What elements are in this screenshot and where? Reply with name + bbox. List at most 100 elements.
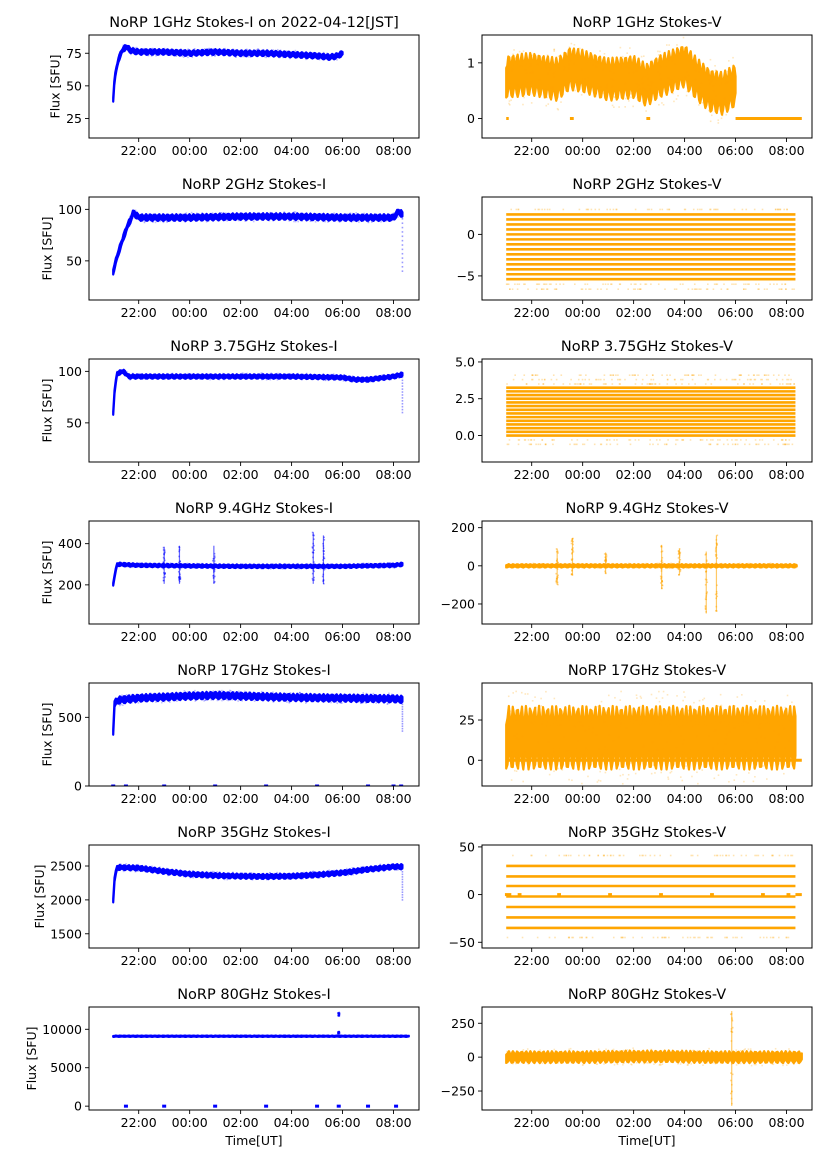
data-point: [153, 216, 156, 218]
data-point: [785, 1050, 788, 1053]
data-point: [311, 871, 314, 873]
data-point: [148, 52, 151, 55]
data-point: [612, 374, 615, 376]
data-point: [357, 377, 359, 380]
data-point: [639, 62, 641, 65]
x-tick-label: 02:00: [223, 143, 259, 158]
data-point: [371, 869, 373, 872]
data-point: [358, 564, 361, 567]
data-point: [401, 727, 404, 730]
data-point: [549, 69, 551, 71]
data-point: [680, 78, 683, 81]
data-point: [650, 564, 652, 566]
data-point: [752, 383, 755, 385]
data-point: [216, 48, 218, 51]
data-point: [211, 877, 214, 880]
data-point: [531, 54, 533, 57]
data-point: [586, 85, 589, 87]
y-tick-label: 50: [66, 253, 82, 268]
data-point: [696, 1052, 699, 1055]
data-point: [161, 871, 164, 874]
data-point: [288, 564, 291, 567]
data-point: [565, 1059, 568, 1061]
data-point: [552, 564, 555, 567]
data-point: [380, 565, 383, 568]
data-point: [186, 49, 189, 51]
data-point: [285, 374, 287, 377]
data-point: [755, 1063, 757, 1066]
data-point: [227, 373, 230, 375]
data-point: [679, 283, 682, 286]
data-point: [667, 88, 670, 91]
data-point: [520, 691, 523, 694]
data-point: [760, 735, 762, 738]
data-point: [279, 873, 282, 876]
data-point: [183, 690, 186, 692]
data-point: [647, 84, 650, 86]
data-point: [651, 60, 654, 62]
data-point: [660, 566, 662, 569]
data-point: [281, 565, 284, 568]
data-point: [681, 378, 684, 381]
data-point: [234, 213, 236, 215]
data-point: [373, 376, 376, 378]
data-point: [204, 699, 206, 701]
y-tick-label: 50: [66, 78, 82, 93]
data-point: [788, 566, 790, 569]
data-point: [324, 220, 326, 223]
data-point: [724, 936, 726, 939]
data-point: [651, 81, 654, 84]
data-point: [365, 702, 368, 704]
data-point: [731, 1026, 734, 1029]
data-point: [226, 877, 229, 880]
data-point: [139, 867, 142, 869]
data-point: [576, 443, 578, 446]
data-point: [708, 74, 711, 76]
data-point: [356, 1036, 359, 1038]
data-point: [204, 374, 207, 377]
data-point: [151, 695, 154, 697]
data-point: [777, 733, 780, 736]
data-point: [116, 1036, 119, 1038]
data-point: [378, 869, 380, 871]
data-point: [609, 1059, 612, 1062]
data-point: [273, 1036, 276, 1038]
data-point: [699, 1051, 702, 1054]
data-point: [122, 701, 124, 703]
data-point: [274, 374, 277, 377]
data-point: [588, 854, 591, 857]
data-point: [370, 376, 373, 379]
data-point: [772, 936, 774, 939]
data-point: [185, 55, 188, 58]
data-point: [156, 374, 159, 377]
data-point: [218, 1034, 221, 1037]
data-point: [237, 873, 239, 876]
data-point: [171, 564, 174, 566]
data-point: [329, 1035, 332, 1038]
data-point: [714, 547, 717, 550]
series-band: [112, 1034, 410, 1038]
data-point: [394, 373, 397, 376]
data-point: [189, 219, 191, 221]
data-point: [169, 1034, 172, 1037]
data-point: [373, 1036, 376, 1038]
data-point: [196, 873, 199, 875]
data-point: [176, 52, 179, 55]
data-point: [369, 378, 372, 381]
data-point: [745, 565, 747, 568]
data-point: [178, 49, 181, 51]
data-point: [594, 1050, 597, 1053]
data-point: [761, 378, 764, 381]
data-point: [244, 876, 246, 879]
data-point: [548, 761, 551, 764]
data-point: [147, 1034, 149, 1037]
data-point: [277, 1035, 279, 1038]
data-point: [745, 283, 747, 286]
data-point: [779, 1054, 782, 1057]
data-point: [711, 99, 713, 101]
data-point: [596, 61, 599, 64]
data-point: [237, 876, 240, 878]
data-point: [507, 695, 510, 698]
